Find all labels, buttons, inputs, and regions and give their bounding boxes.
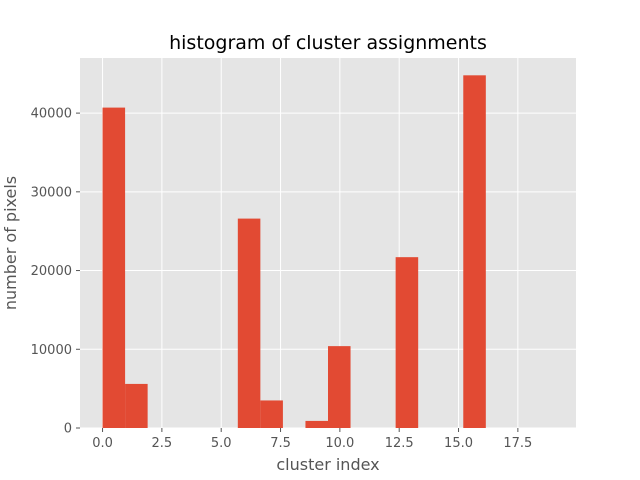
x-tick-label: 10.0 — [325, 436, 354, 451]
y-axis-ticks: 0 10000 20000 30000 40000 — [31, 107, 80, 437]
histogram-bar — [260, 400, 283, 428]
y-tick-label: 0 — [64, 422, 72, 437]
x-tick-label: 2.5 — [152, 436, 173, 451]
x-tick-label: 7.5 — [270, 436, 291, 451]
x-tick-label: 17.5 — [503, 436, 532, 451]
x-tick-label: 5.0 — [211, 436, 232, 451]
y-tick-label: 40000 — [31, 107, 72, 122]
x-tick-label: 0.0 — [92, 436, 113, 451]
histogram-bar — [125, 383, 148, 428]
y-tick-label: 30000 — [31, 185, 72, 200]
x-tick-label: 15.0 — [444, 436, 473, 451]
x-axis-label: cluster index — [276, 455, 379, 474]
y-axis-label: number of pixels — [1, 176, 20, 310]
y-tick-label: 10000 — [31, 343, 72, 358]
histogram-bar — [395, 257, 419, 428]
y-tick-label: 20000 — [31, 264, 72, 279]
histogram-bar — [305, 420, 328, 428]
chart-title: histogram of cluster assignments — [169, 32, 487, 54]
histogram-bar — [328, 346, 351, 428]
histogram-bar — [463, 75, 486, 428]
histogram-bars — [102, 75, 486, 429]
x-tick-label: 12.5 — [385, 436, 414, 451]
x-axis-ticks: 0.0 2.5 5.0 7.5 10.0 12.5 15.0 17.5 — [92, 428, 532, 451]
histogram-bar — [237, 218, 261, 428]
histogram-bar — [102, 107, 126, 429]
